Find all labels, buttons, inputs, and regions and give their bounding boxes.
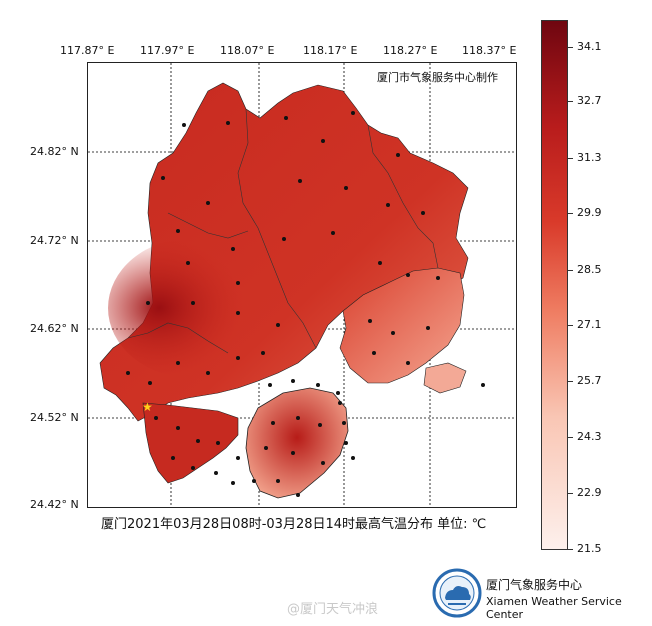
lon-label: 117.97° E: [140, 44, 195, 57]
lat-label: 24.72° N: [30, 234, 79, 247]
colorbar-tick-label: 28.5: [577, 263, 602, 276]
colorbar-tick: [568, 437, 573, 438]
lat-label: 24.52° N: [30, 411, 79, 424]
temperature-map: ★ 厦门市气象服务中心制作: [87, 62, 517, 508]
colorbar-tick-label: 22.9: [577, 486, 602, 499]
district-boundaries: [127, 108, 439, 354]
colorbar: [541, 20, 568, 550]
lat-label: 24.42° N: [30, 498, 79, 511]
lon-label: 118.07° E: [220, 44, 275, 57]
colorbar-tick: [568, 101, 573, 102]
colorbar-tick: [568, 213, 573, 214]
map-caption: 厦门2021年03月28日08时-03月28日14时最高气温分布 单位: ℃: [101, 517, 487, 532]
lat-label: 24.62° N: [30, 322, 79, 335]
colorbar-tick: [568, 549, 573, 550]
lon-label: 118.27° E: [383, 44, 438, 57]
watermark: @厦门天气冲浪: [287, 602, 379, 617]
colorbar-tick: [568, 325, 573, 326]
map-svg: ★: [88, 63, 516, 507]
colorbar-tick-label: 24.3: [577, 430, 602, 443]
org-label: 厦门市气象服务中心制作: [377, 71, 498, 84]
colorbar-tick-label: 32.7: [577, 94, 602, 107]
colorbar-tick-label: 21.5: [577, 542, 602, 555]
xiamen-weather-logo-icon: [432, 568, 482, 618]
footer-org-cn: 厦门气象服务中心: [486, 578, 583, 592]
xiamen-island: [245, 387, 349, 499]
station-markers: [126, 111, 485, 497]
east-region: [339, 267, 465, 384]
colorbar-tick: [568, 493, 573, 494]
footer-org-en: Xiamen Weather Service Center: [486, 595, 622, 621]
colorbar-tick-label: 31.3: [577, 151, 602, 164]
lon-label: 118.17° E: [303, 44, 358, 57]
colorbar-tick-label: 29.9: [577, 206, 602, 219]
colorbar-tick-label: 25.7: [577, 374, 602, 387]
lon-label: 118.37° E: [462, 44, 517, 57]
colorbar-tick-label: 34.1: [577, 40, 602, 53]
colorbar-tick: [568, 47, 573, 48]
east-islet: [423, 362, 467, 394]
colorbar-tick: [568, 270, 573, 271]
hot-spot: [108, 238, 278, 378]
colorbar-tick: [568, 158, 573, 159]
lon-label: 117.87° E: [60, 44, 115, 57]
star-icon: ★: [142, 400, 153, 414]
colorbar-tick: [568, 381, 573, 382]
southwest-region: [142, 402, 239, 484]
lat-label: 24.82° N: [30, 145, 79, 158]
colorbar-tick-label: 27.1: [577, 318, 602, 331]
